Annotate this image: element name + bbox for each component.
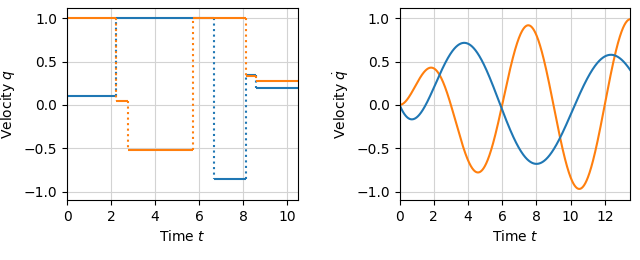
X-axis label: Time $t$: Time $t$ <box>159 230 206 244</box>
Y-axis label: Velocity $\dot{q}$: Velocity $\dot{q}$ <box>331 69 351 139</box>
X-axis label: Time $t$: Time $t$ <box>492 230 538 244</box>
Y-axis label: Velocity $\dot{q}$: Velocity $\dot{q}$ <box>0 69 19 139</box>
